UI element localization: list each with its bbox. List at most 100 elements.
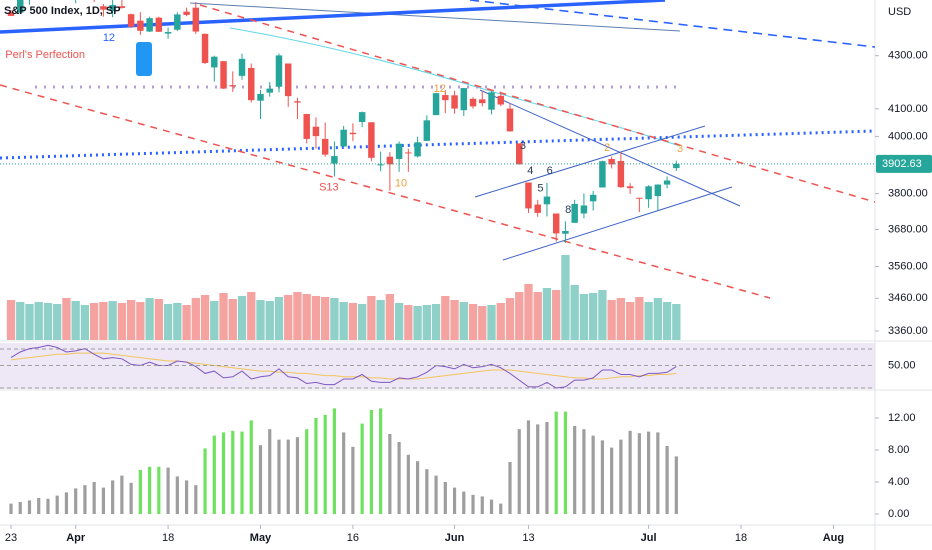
hist-bar	[674, 456, 678, 514]
hist-bar	[138, 470, 142, 514]
hist-bar	[74, 488, 78, 514]
volume-bar	[496, 303, 505, 340]
hist-bar	[55, 495, 59, 514]
annotation: 12	[103, 32, 115, 44]
volume-bar	[265, 301, 274, 340]
hist-bar	[92, 482, 96, 514]
volume-bar	[376, 300, 385, 340]
candle-body	[469, 98, 477, 107]
hist-bar	[258, 445, 263, 514]
volume-bar	[34, 302, 43, 340]
hist-bar	[101, 487, 106, 514]
candle-body	[340, 129, 347, 147]
volume-bar	[422, 305, 431, 340]
hist-tick-label: 0.00	[888, 508, 909, 520]
hist-bar	[295, 437, 300, 514]
hist-bar	[462, 491, 466, 514]
candle-body	[525, 182, 532, 209]
trend-line	[199, 4, 875, 203]
annotation: 6	[547, 165, 553, 177]
volume-bar	[570, 285, 579, 340]
channel-line	[479, 89, 741, 207]
volume-bar	[182, 305, 191, 340]
hist-bar	[184, 480, 189, 514]
volume-bar	[117, 303, 127, 340]
x-tick-label: Jun	[445, 532, 465, 544]
y-tick-label: 3800.00	[888, 188, 928, 200]
candle-body	[562, 230, 569, 234]
candle-body	[155, 17, 163, 32]
volume-bar	[450, 300, 459, 340]
candle-body	[460, 88, 468, 111]
hist-bar	[656, 432, 660, 514]
candle-body	[303, 114, 310, 139]
candle-body	[183, 11, 190, 15]
hist-bar	[665, 446, 669, 514]
y-tick-label: 3360.00	[888, 325, 928, 337]
rsi-layer	[10, 344, 677, 389]
trend-line	[189, 2, 681, 32]
volume-bar	[348, 303, 358, 340]
candle-body	[377, 164, 384, 166]
volume-bar	[311, 296, 321, 340]
volume-bar	[293, 292, 302, 340]
volume-bar	[99, 302, 108, 340]
volume-bar	[145, 298, 154, 340]
trend-line	[0, 0, 666, 34]
candle-body	[432, 93, 440, 116]
candle-body	[174, 14, 181, 30]
annotation: Perl's Perfection	[5, 49, 85, 61]
hist-bar	[517, 429, 521, 514]
x-tick-label: May	[250, 532, 272, 544]
hist-bar	[471, 494, 475, 514]
hist-bar	[9, 503, 13, 514]
hist-bar	[323, 414, 327, 514]
volume-bar	[478, 306, 487, 340]
volume-bar	[589, 293, 598, 340]
hist-bar	[536, 424, 540, 514]
candle-body	[248, 67, 255, 101]
candle-body	[395, 143, 403, 159]
volume-bar	[662, 302, 672, 340]
y-tick-label: 4300.00	[888, 50, 928, 62]
candle-body	[109, 4, 116, 11]
hist-bar	[628, 430, 632, 514]
candle-body	[617, 160, 625, 188]
volume-bar	[459, 302, 468, 340]
annotation: S13	[319, 181, 339, 193]
hist-bar	[129, 482, 133, 514]
candle-body	[552, 213, 560, 234]
hist-bar	[148, 466, 152, 514]
volume-bar	[339, 302, 348, 340]
hist-bar	[221, 432, 226, 514]
volume-bar	[579, 294, 589, 340]
hist-bar	[489, 499, 494, 514]
volume-bar	[542, 288, 552, 340]
x-tick-label: 18	[162, 532, 174, 544]
y-tick-label: 4100.00	[888, 103, 928, 115]
volume-bar	[515, 292, 524, 340]
volume-bar	[431, 304, 441, 340]
hist-bar	[332, 408, 337, 514]
hist-bar	[342, 432, 346, 514]
hist-tick-label: 4.00	[888, 476, 909, 488]
x-tick-label: Apr	[66, 532, 86, 544]
volume-bar	[247, 292, 256, 340]
hist-bar	[526, 420, 531, 514]
currency-label: USD	[888, 6, 911, 18]
candle-body	[238, 58, 246, 76]
candle-body	[164, 32, 172, 34]
chart-title: S&P 500 Index, 1D, SP	[4, 5, 121, 17]
candle-body	[534, 204, 541, 213]
volume-bar	[394, 303, 404, 340]
hist-bar	[277, 439, 281, 514]
candle-body	[211, 56, 218, 68]
annotation: 3	[520, 140, 526, 152]
hist-bar	[314, 418, 318, 514]
hist-bar	[231, 430, 235, 514]
volume-bar	[163, 304, 173, 340]
volume-bar	[154, 299, 164, 340]
volume-bar	[644, 302, 653, 340]
volume-bar	[330, 298, 339, 340]
